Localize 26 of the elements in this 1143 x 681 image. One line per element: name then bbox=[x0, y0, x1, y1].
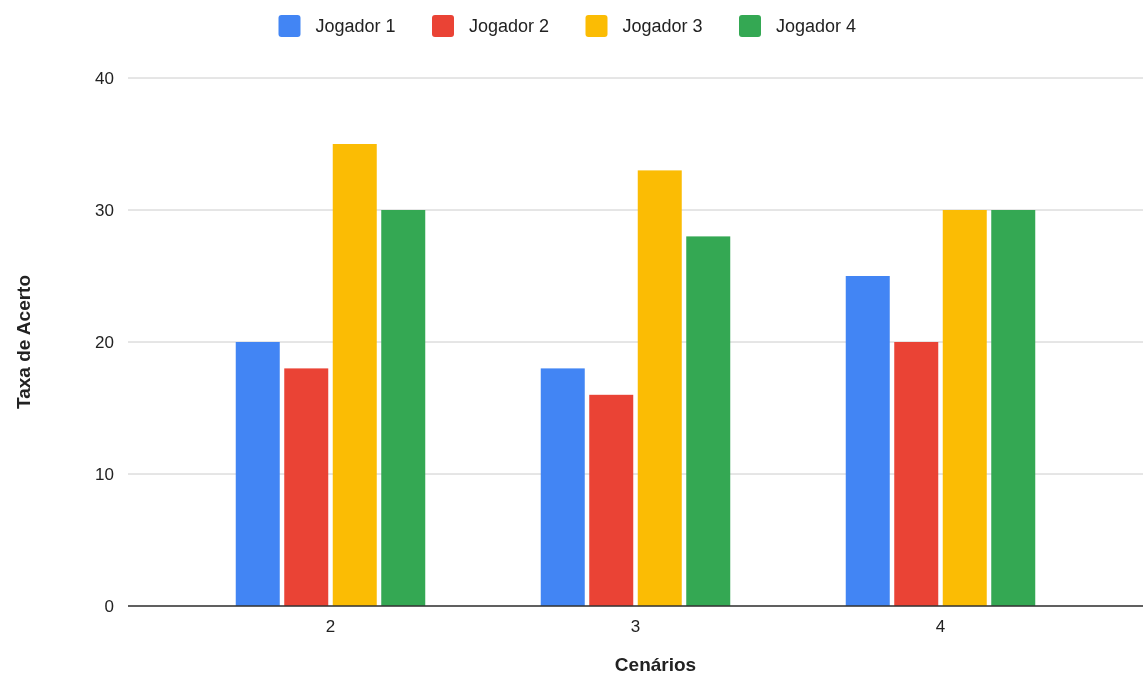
y-tick-label: 10 bbox=[95, 465, 114, 484]
legend-label: Jogador 2 bbox=[469, 16, 550, 36]
bar bbox=[894, 342, 939, 606]
bar bbox=[540, 368, 585, 606]
bar bbox=[637, 170, 682, 606]
legend-label: Jogador 1 bbox=[315, 16, 396, 36]
x-tick-label: 4 bbox=[935, 617, 946, 636]
bar bbox=[284, 368, 329, 606]
bar bbox=[381, 210, 426, 606]
legend-label: Jogador 3 bbox=[622, 16, 703, 36]
y-tick-label: 0 bbox=[104, 597, 114, 616]
bar bbox=[942, 210, 987, 606]
x-tick-label: 3 bbox=[630, 617, 641, 636]
bar bbox=[845, 276, 890, 606]
y-axis-title: Taxa de Acerto bbox=[13, 274, 34, 410]
bar bbox=[332, 144, 377, 606]
bar bbox=[235, 342, 280, 606]
legend-label: Jogador 4 bbox=[776, 16, 857, 36]
y-tick-label: 20 bbox=[95, 333, 114, 352]
y-tick-label: 40 bbox=[95, 69, 114, 88]
x-axis-title: Cenários bbox=[614, 654, 697, 675]
x-tick-label: 2 bbox=[325, 617, 336, 636]
bar bbox=[686, 236, 731, 606]
bar bbox=[991, 210, 1036, 606]
y-tick-label: 30 bbox=[95, 201, 114, 220]
bar bbox=[589, 394, 634, 606]
